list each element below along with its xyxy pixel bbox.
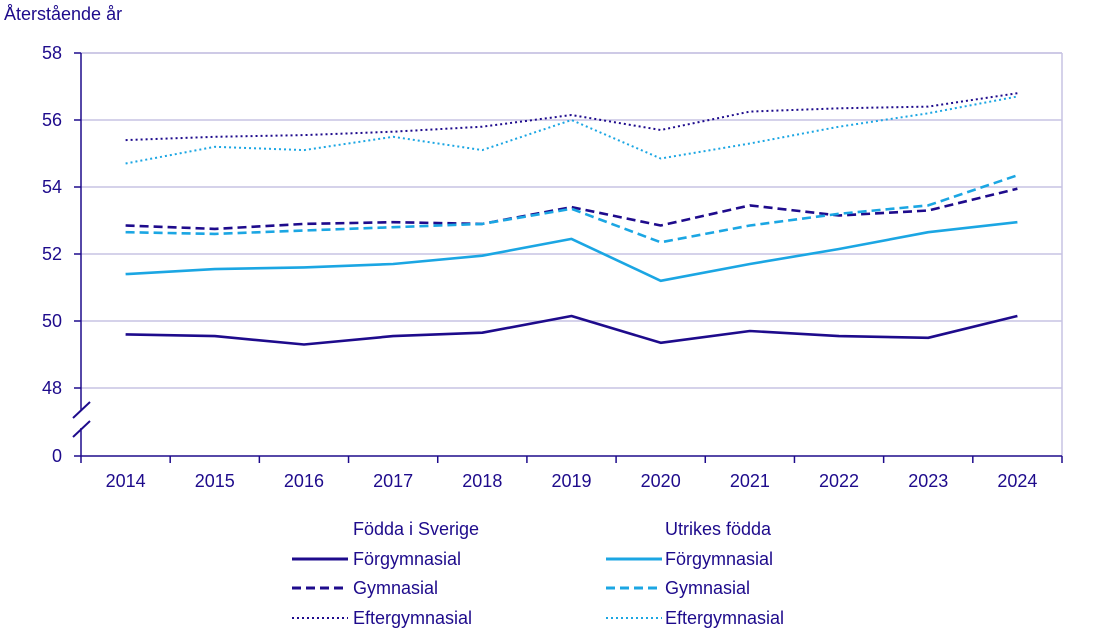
- y-tick-label: 0: [52, 446, 62, 466]
- series-lines: [125, 92, 1018, 346]
- series-line-foreign-dotted: [125, 95, 1018, 165]
- y-tick-label: 50: [42, 311, 62, 331]
- y-tick-label: 52: [42, 244, 62, 264]
- legend-label-foreign-eftergymnasial: Eftergymnasial: [665, 608, 784, 628]
- y-tick-labels: 58 56 54 52 50 48 0: [42, 43, 62, 466]
- series-line-sweden-dotted: [125, 92, 1018, 142]
- x-tick-label: 2024: [997, 471, 1037, 491]
- x-tick-labels: 2014 2015 2016 2017 2018 2019 2020 2021 2022 2023…: [106, 471, 1038, 491]
- series-line-sweden-dashed: [125, 187, 1018, 231]
- legend-label-sweden-eftergymnasial: Eftergymnasial: [353, 608, 472, 628]
- x-tick-label: 2018: [462, 471, 502, 491]
- x-tick-label: 2021: [730, 471, 770, 491]
- gridlines: [81, 52, 1063, 456]
- legend-label-sweden-forgymnasial: Förgymnasial: [353, 549, 461, 569]
- series-line-sweden-solid: [125, 314, 1018, 346]
- x-tick-label: 2015: [195, 471, 235, 491]
- legend-label-sweden-gymnasial: Gymnasial: [353, 578, 438, 598]
- x-tick-label: 2014: [106, 471, 146, 491]
- legend-label-foreign-gymnasial: Gymnasial: [665, 578, 750, 598]
- x-tick-label: 2020: [641, 471, 681, 491]
- legend-label-foreign-forgymnasial: Förgymnasial: [665, 549, 773, 569]
- x-tick-label: 2019: [551, 471, 591, 491]
- y-axis-label: Återstående år: [4, 4, 122, 24]
- y-tick-label: 48: [42, 378, 62, 398]
- series-line-foreign-dashed: [125, 174, 1018, 244]
- y-tick-label: 54: [42, 177, 62, 197]
- legend-group-title-sweden: Födda i Sverige: [353, 519, 479, 539]
- y-tick-label: 56: [42, 110, 62, 130]
- axes: [72, 52, 1063, 463]
- legend: Födda i Sverige Utrikes födda Förgymnasi…: [292, 519, 784, 628]
- x-tick-label: 2016: [284, 471, 324, 491]
- x-tick-label: 2017: [373, 471, 413, 491]
- axis-break-mark: [72, 401, 91, 419]
- y-tick-label: 58: [42, 43, 62, 63]
- legend-group-title-foreign: Utrikes födda: [665, 519, 772, 539]
- x-tick-label: 2022: [819, 471, 859, 491]
- x-tick-label: 2023: [908, 471, 948, 491]
- axis-break-mark: [72, 420, 91, 438]
- series-line-foreign-solid: [125, 220, 1018, 283]
